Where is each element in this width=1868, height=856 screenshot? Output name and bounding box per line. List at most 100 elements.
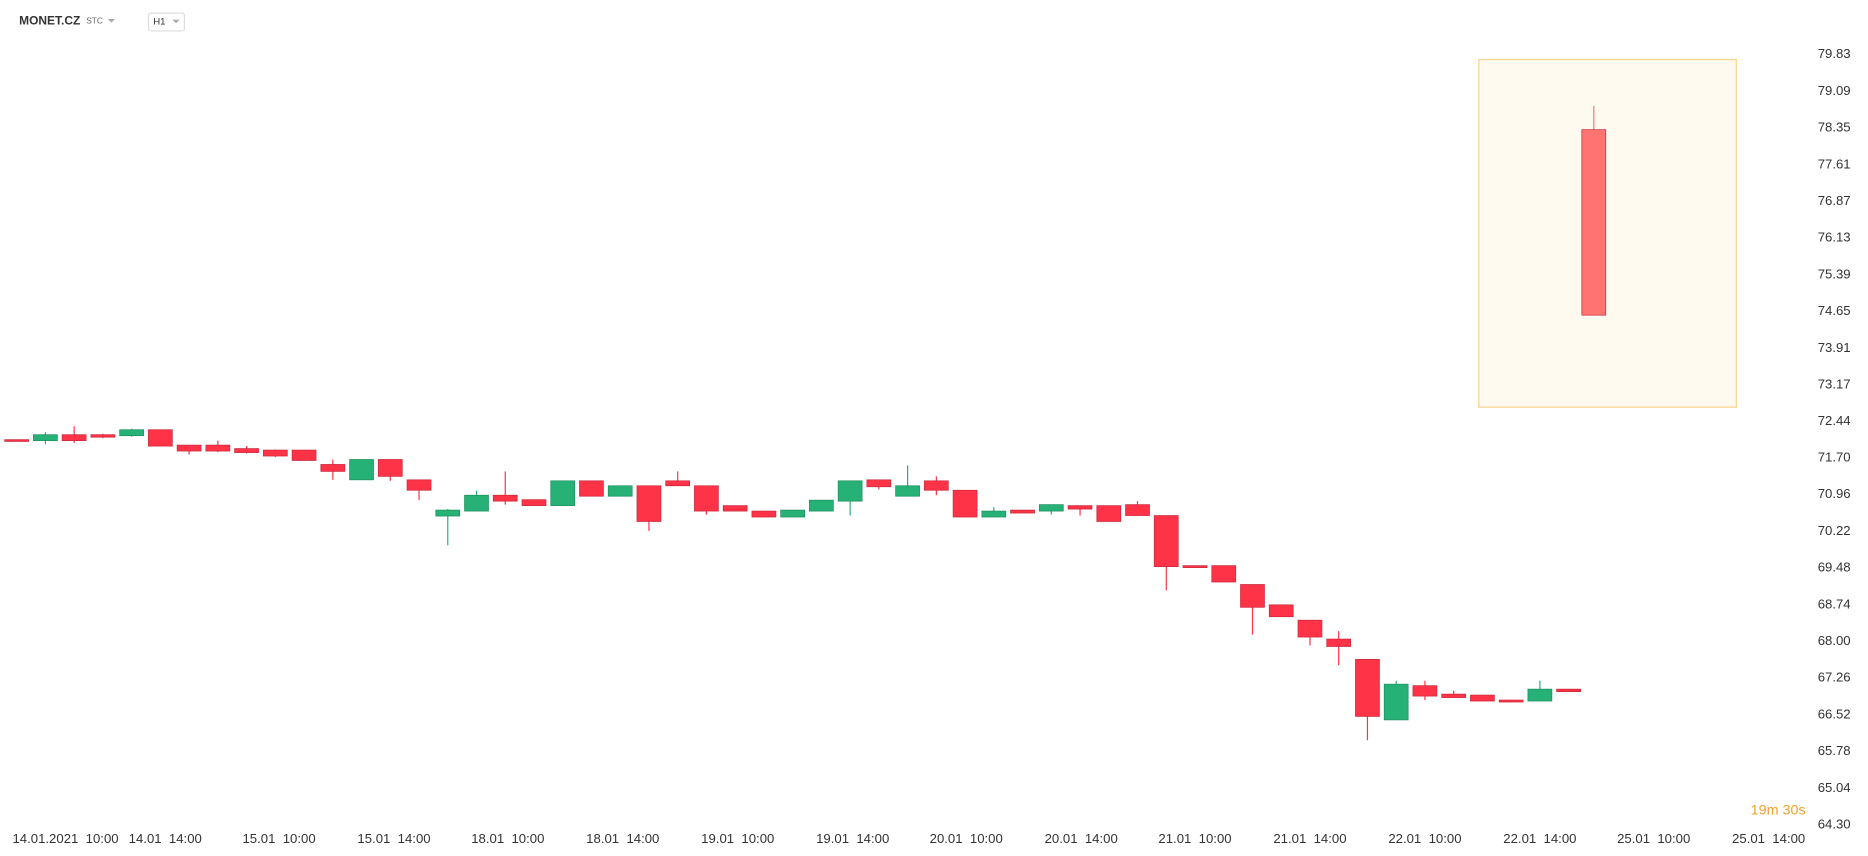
x-tick-label: 14.01.2021 10:00: [12, 831, 118, 846]
candle-body: [1096, 505, 1122, 522]
preview-box: [1478, 58, 1737, 408]
x-tick-label: 19.01 14:00: [816, 831, 889, 846]
candle-body: [1010, 509, 1035, 514]
candle-body: [1498, 699, 1524, 703]
x-tick-label: 14.01 14:00: [129, 831, 202, 846]
x-tick-label: 25.01 10:00: [1617, 831, 1690, 846]
candle-body: [521, 499, 547, 506]
candle-body: [924, 480, 949, 491]
candle-body: [1326, 638, 1352, 647]
candle-body: [1297, 619, 1323, 638]
candle-body: [349, 459, 374, 481]
dropdown-arrow[interactable]: [172, 19, 180, 24]
y-tick-label: 76.13: [1818, 230, 1851, 245]
candle-body: [1067, 505, 1093, 510]
candle-body: [205, 444, 231, 452]
candle-body: [1383, 683, 1409, 721]
timeframe[interactable]: H1: [153, 17, 165, 28]
x-tick-label: 21.01 14:00: [1273, 831, 1346, 846]
candle-body: [780, 509, 805, 518]
candle-body: [320, 464, 346, 472]
y-tick-label: 73.17: [1818, 377, 1851, 392]
y-tick-label: 65.04: [1818, 780, 1851, 795]
y-tick-label: 77.61: [1818, 156, 1851, 171]
x-tick-label: 18.01 10:00: [471, 831, 544, 846]
candle-body: [866, 479, 892, 488]
candle-body: [377, 459, 403, 477]
candle-body: [90, 434, 116, 438]
y-tick-label: 65.78: [1818, 743, 1851, 758]
x-tick-label: 22.01 10:00: [1388, 831, 1461, 846]
candle-body: [1470, 694, 1495, 702]
y-tick-label: 75.39: [1818, 266, 1851, 281]
candle-body: [809, 499, 834, 512]
candle-body: [1441, 693, 1467, 698]
candle-body: [291, 449, 317, 461]
candle-body: [1355, 659, 1380, 717]
y-tick-label: 70.22: [1818, 523, 1851, 538]
x-tick-label: 18.01 14:00: [586, 831, 659, 846]
candle-body: [751, 510, 777, 518]
candle-body: [492, 494, 518, 502]
y-tick-label: 64.30: [1818, 817, 1851, 832]
y-tick-label: 72.44: [1818, 413, 1851, 428]
candle-body: [665, 480, 691, 487]
y-tick-label: 69.48: [1818, 560, 1851, 575]
candle-body: [1153, 515, 1179, 567]
candle-body: [579, 480, 604, 497]
y-tick-label: 70.96: [1818, 486, 1851, 501]
candle-body: [435, 509, 461, 517]
candle-body: [550, 480, 576, 506]
candle-body: [1556, 688, 1581, 692]
y-tick-label: 67.26: [1818, 670, 1851, 685]
candle-body: [33, 434, 58, 442]
candle-body: [1125, 504, 1150, 516]
candle-body: [1182, 565, 1208, 568]
y-tick-label: 66.52: [1818, 706, 1851, 721]
symbol[interactable]: MONET.CZ: [19, 14, 80, 28]
timer: 19m 30s: [1751, 803, 1806, 819]
candle-body: [636, 485, 662, 522]
y-tick-label: 73.91: [1818, 340, 1851, 355]
candle-body: [722, 505, 748, 512]
candle-body: [1240, 584, 1265, 608]
x-tick-label: 20.01 14:00: [1045, 831, 1118, 846]
timeframe-button[interactable]: [147, 12, 186, 32]
candle-body: [464, 494, 489, 512]
y-tick-label: 68.00: [1818, 633, 1851, 648]
candle-body: [1412, 685, 1438, 697]
candle-body: [119, 429, 144, 437]
candle-body: [4, 439, 30, 442]
candle-body: [1038, 504, 1064, 512]
candle-body: [148, 429, 173, 447]
candle-body: [1527, 688, 1553, 702]
y-tick-label: 74.65: [1818, 303, 1851, 318]
y-tick-label: 79.83: [1818, 46, 1851, 61]
x-tick-label: 21.01 10:00: [1158, 831, 1231, 846]
candle-body: [406, 479, 432, 491]
x-tick-label: 15.01 14:00: [357, 831, 430, 846]
dropdown-arrow[interactable]: [107, 19, 115, 23]
candle-body: [895, 485, 920, 497]
y-tick-label: 76.87: [1818, 193, 1851, 208]
candle-body: [1211, 565, 1237, 583]
candle-body: [1581, 129, 1607, 316]
candle-body: [1268, 604, 1294, 618]
x-tick-label: 22.01 14:00: [1503, 831, 1576, 846]
candle-body: [694, 485, 719, 512]
candle-body: [607, 485, 633, 497]
exchange[interactable]: STC: [86, 16, 103, 26]
candle-body: [952, 489, 978, 518]
y-tick-label: 71.70: [1818, 450, 1851, 465]
candle-body: [837, 480, 863, 502]
x-tick-label: 15.01 10:00: [242, 831, 315, 846]
candle-body: [234, 448, 259, 453]
candle-body: [176, 444, 202, 452]
y-tick-label: 78.35: [1818, 120, 1851, 135]
y-tick-label: 68.74: [1818, 596, 1851, 611]
x-tick-label: 19.01 10:00: [701, 831, 774, 846]
y-tick-label: 79.09: [1818, 83, 1851, 98]
candle-body: [981, 510, 1007, 518]
